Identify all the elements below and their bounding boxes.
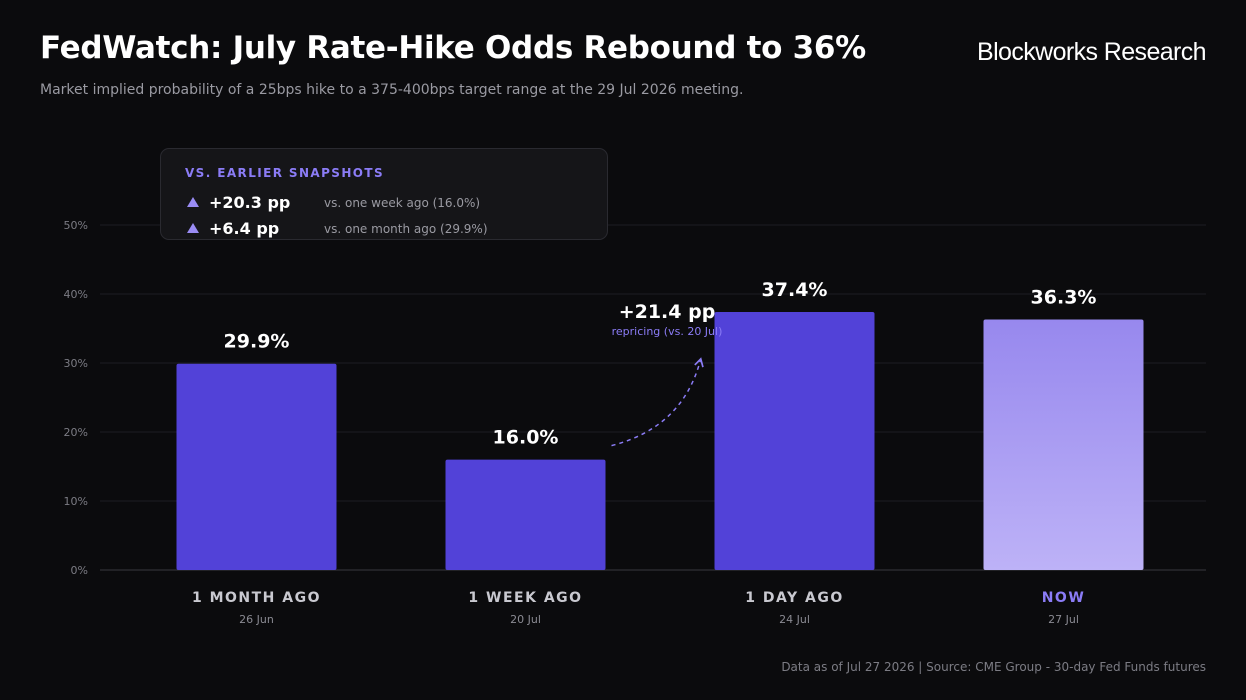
chart-subtitle: Market implied probability of a 25bps hi…	[40, 82, 744, 98]
chart-title: FedWatch: July Rate-Hike Odds Rebound to…	[40, 30, 866, 66]
y-tick-label: 40%	[64, 288, 88, 301]
y-tick-label: 0%	[71, 564, 88, 577]
up-triangle-icon	[187, 197, 199, 207]
category-label: 1 MONTH AGO	[192, 590, 321, 606]
bar-value-label: 16.0%	[493, 427, 559, 449]
snapshot-delta: +20.3 pp	[209, 193, 291, 212]
snapshot-description: vs. one month ago (29.9%)	[324, 222, 488, 236]
bar-value-label: 37.4%	[762, 279, 828, 301]
date-label: 24 Jul	[779, 613, 810, 626]
annotation-note: repricing (vs. 20 Jul)	[612, 325, 723, 338]
annotation-value: +21.4 pp	[619, 301, 716, 323]
bars	[176, 311, 1144, 570]
snapshot-description: vs. one week ago (16.0%)	[324, 196, 481, 210]
y-tick-label: 20%	[64, 426, 88, 439]
bar	[445, 459, 606, 570]
date-label: 26 Jun	[239, 613, 274, 626]
snapshot-comparison-panel: VS. EARLIER SNAPSHOTS +20.3 pp vs. one w…	[160, 148, 608, 240]
bar-value-label: 29.9%	[224, 331, 290, 353]
date-label: 27 Jul	[1048, 613, 1079, 626]
category-label: NOW	[1042, 590, 1086, 606]
brand-logo: Blockworks Research	[977, 38, 1207, 66]
repricing-arrow	[611, 357, 704, 447]
up-triangle-icon	[187, 223, 199, 233]
labels: 29.9% 1 MONTH AGO 26 Jun 16.0% 1 WEEK AGO 20 …	[192, 279, 1096, 626]
y-tick-label: 30%	[64, 357, 88, 370]
y-tick-label: 50%	[64, 219, 88, 232]
date-label: 20 Jul	[510, 613, 541, 626]
bar	[176, 363, 337, 570]
snapshot-delta: +6.4 pp	[209, 219, 280, 238]
bar	[714, 311, 875, 570]
bar	[983, 319, 1144, 570]
category-label: 1 DAY AGO	[745, 590, 843, 606]
repricing-annotation: +21.4 pp repricing (vs. 20 Jul)	[611, 301, 723, 447]
y-tick-label: 10%	[64, 495, 88, 508]
source-footnote: Data as of Jul 27 2026 | Source: CME Gro…	[781, 660, 1206, 674]
bar-value-label: 36.3%	[1031, 287, 1097, 309]
category-label: 1 WEEK AGO	[468, 590, 582, 606]
snapshot-panel-title: VS. EARLIER SNAPSHOTS	[185, 166, 384, 180]
